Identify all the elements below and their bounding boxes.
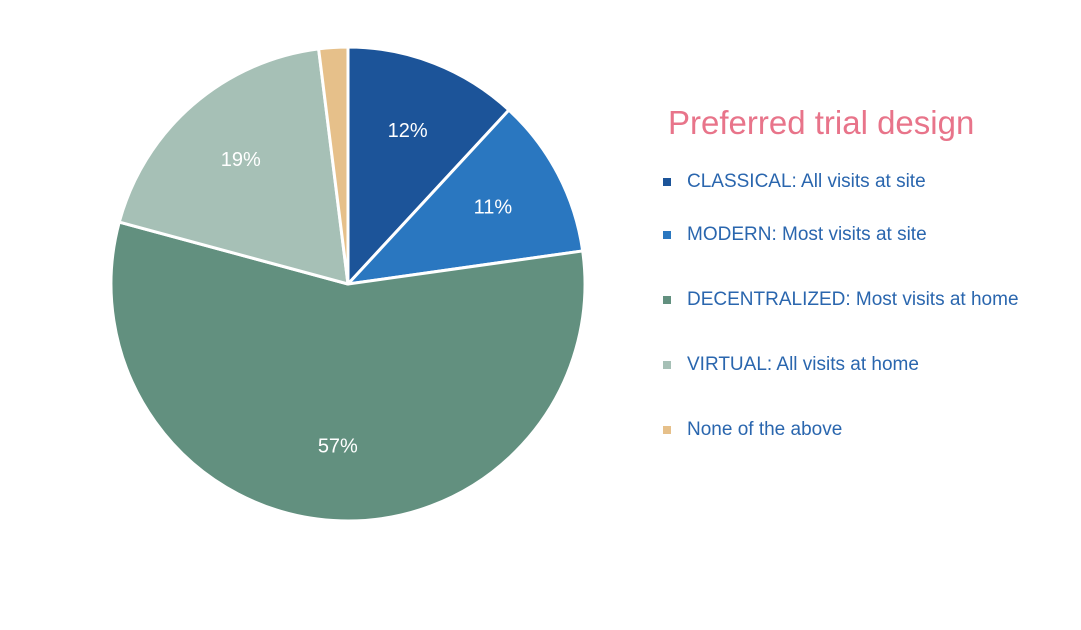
pie-slice-none-of-the-above [317, 45, 350, 286]
pie-slice-virtual [117, 47, 350, 286]
legend-label: VIRTUAL: All visits at home [687, 353, 919, 375]
legend-swatch-icon [663, 178, 671, 186]
legend-swatch-icon [663, 295, 671, 304]
legend-item-classical: CLASSICAL: All visits at site [660, 162, 1075, 202]
legend-item-virtual: VIRTUAL: All visits at home [660, 332, 1075, 397]
data-label-decentralized: 57% [318, 435, 358, 457]
legend-swatch-icon [663, 230, 671, 239]
data-label-classical: 12% [388, 120, 428, 142]
legend-label: CLASSICAL: All visits at site [687, 171, 926, 192]
pie-slice-decentralized [109, 220, 587, 523]
legend-label: MODERN: Most visits at site [687, 223, 927, 245]
legend-item-modern: MODERN: Most visits at site [660, 202, 1075, 267]
legend-title: Preferred trial design [668, 104, 975, 141]
legend-swatch-icon [663, 425, 671, 434]
legend-label: None of the above [687, 418, 843, 440]
data-label-virtual: 19% [221, 149, 261, 171]
legend-item-none-of-the-above: None of the above [660, 397, 1075, 462]
pie-slice-modern [346, 108, 585, 286]
legend-label: DECENTRALIZED: Most visits at home [687, 288, 1019, 310]
data-label-modern: 11% [474, 196, 513, 218]
pie-slice-classical [346, 45, 511, 286]
legend: Preferred trial design CLASSICAL: All vi… [660, 104, 1075, 462]
legend-item-decentralized: DECENTRALIZED: Most visits at home [660, 267, 1075, 332]
legend-swatch-icon [663, 360, 671, 369]
